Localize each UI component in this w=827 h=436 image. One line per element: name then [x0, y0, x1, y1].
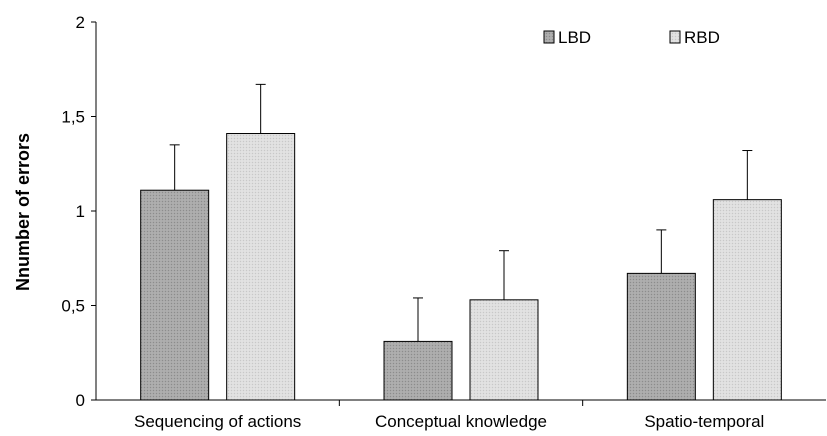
bar-rbd — [712, 199, 782, 401]
y-tick-label: 1 — [76, 202, 85, 221]
bar-lbd — [140, 189, 210, 401]
legend-label-lbd: LBD — [558, 28, 591, 47]
y-axis-ticks: 0 0,5 1 1,5 2 — [61, 13, 96, 410]
legend: LBD RBD — [543, 28, 720, 47]
bar-lbd — [626, 272, 696, 401]
bar-rbd — [226, 133, 296, 401]
bar-lbd — [383, 340, 453, 401]
category-label: Conceptual knowledge — [375, 412, 547, 431]
error-bars — [169, 83, 753, 342]
y-tick-label: 1,5 — [61, 108, 85, 127]
y-tick-label: 2 — [76, 13, 85, 32]
bar-rbd — [469, 299, 539, 401]
category-label: Spatio-temporal — [644, 412, 764, 431]
y-axis-title: Nnumber of errors — [13, 133, 33, 291]
legend-swatch-lbd — [543, 30, 555, 44]
category-labels: Sequencing of actions Conceptual knowledg… — [134, 400, 764, 431]
legend-swatch-rbd — [669, 30, 681, 44]
y-tick-label: 0,5 — [61, 297, 85, 316]
category-label: Sequencing of actions — [134, 412, 301, 431]
legend-label-rbd: RBD — [684, 28, 720, 47]
y-tick-label: 0 — [76, 391, 85, 410]
bars — [140, 133, 782, 401]
